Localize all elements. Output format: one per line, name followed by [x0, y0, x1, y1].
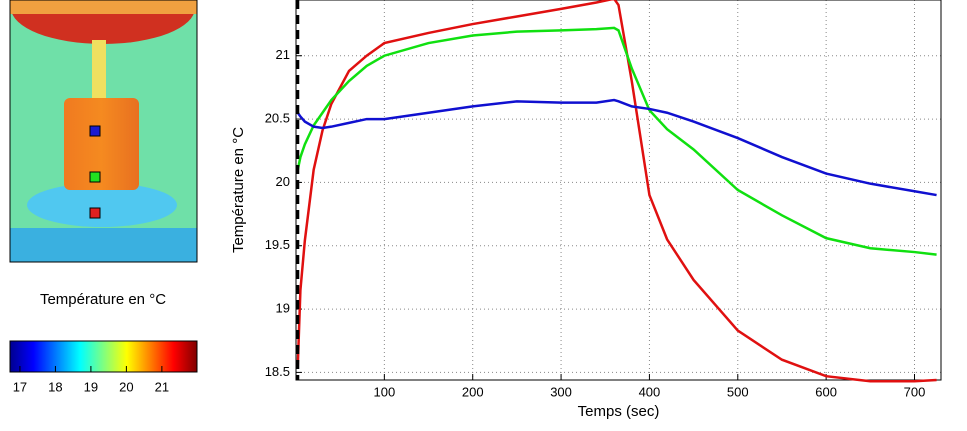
y-tick-label: 18.5: [265, 364, 290, 379]
thermal-image: [9, 0, 198, 263]
x-tick-label: 700: [904, 384, 926, 399]
colorbar-tick-label: 19: [84, 379, 98, 394]
x-tick-label: 100: [374, 384, 396, 399]
x-tick-label: 300: [550, 384, 572, 399]
series-line: [296, 26, 937, 256]
colorbar-tick-label: 18: [48, 379, 62, 394]
colorbar-tick-label: 20: [119, 379, 133, 394]
plot-frame: [295, 0, 942, 381]
y-tick-label: 19: [276, 301, 290, 316]
x-tick-label: 400: [639, 384, 661, 399]
y-tick-label: 19.5: [265, 237, 290, 252]
x-tick-label: 200: [462, 384, 484, 399]
y-axis-label: Température en °C: [230, 127, 247, 253]
y-tick-label: 20.5: [265, 111, 290, 126]
y-tick-label: 20: [276, 174, 290, 189]
image-caption: Température en °C: [40, 291, 166, 308]
x-tick-label: 500: [727, 384, 749, 399]
y-tick-label: 21: [276, 47, 290, 62]
x-tick-label: 600: [815, 384, 837, 399]
series-line: [296, 98, 937, 197]
colorbar: [9, 340, 198, 373]
colorbar-tick-label: 17: [13, 379, 27, 394]
x-axis-label: Temps (sec): [578, 403, 660, 420]
plot: 100 200 300 400 500 600 700 18.5 19 19.5 20 20.5 21 T…: [230, 0, 942, 420]
colorbar-tick-label: 21: [155, 379, 169, 394]
colorbar-ticks: 17 18 19 20 21: [13, 366, 169, 394]
series-line: [296, 0, 937, 383]
